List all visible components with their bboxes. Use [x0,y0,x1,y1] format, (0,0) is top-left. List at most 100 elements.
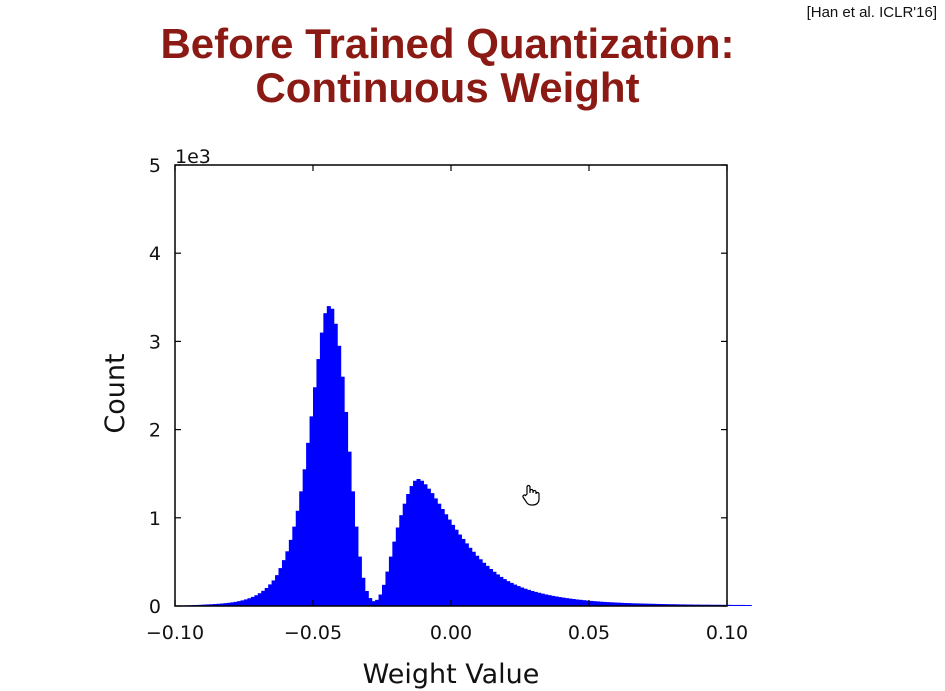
histogram-bar [278,568,283,606]
histogram-bar [440,508,445,606]
histogram-bar [668,604,673,606]
histogram-bars [175,306,752,606]
histogram-bar [478,559,483,606]
histogram-bar [471,551,476,606]
histogram-bar [589,600,594,606]
histogram-bar [364,591,369,606]
histogram-bar [444,514,449,606]
histogram-bar [288,539,293,606]
y-tick-label: 3 [149,331,161,353]
histogram-bar [330,308,335,606]
histogram-bar [451,524,456,606]
histogram-bar [395,527,400,606]
histogram-bar [599,601,604,606]
histogram-bar [595,601,600,606]
y-tick-label: 2 [149,420,161,442]
histogram-bar [516,586,521,606]
hand-pointer-icon [522,484,540,506]
histogram-bar [651,603,656,606]
title-line-1: Before Trained Quantization: [160,20,735,67]
histogram-bar [292,526,297,606]
histogram-bar [513,584,518,606]
histogram-bar [592,601,597,606]
x-axis-label: Weight Value [363,659,540,690]
histogram-bar [268,584,273,606]
histogram-bar [233,601,238,606]
y-multiplier-label: 1e3 [175,146,211,168]
histogram-bar [499,576,504,606]
histogram-bar [206,604,211,606]
histogram-bar [281,560,286,606]
histogram-bar [564,598,569,606]
histogram-bar [623,603,628,606]
histogram-bar [620,602,625,606]
histogram-bar [747,605,752,606]
histogram-bar [633,603,638,606]
histogram-bar [285,551,290,606]
histogram-bar [271,580,276,606]
histogram-bar [250,596,255,606]
histogram-bar [244,599,249,606]
histogram-bar [540,593,545,606]
histogram-bar [316,359,321,606]
histogram-bar [613,602,618,606]
histogram-bar [368,598,373,606]
axis-ticks: −0.10 −0.05 0.00 0.05 0.10 0 1 2 3 4 5 [146,155,748,644]
histogram-bar [551,595,556,606]
histogram-bar [647,603,652,606]
histogram-bar [557,597,562,606]
histogram-bar [382,584,387,606]
histogram-bar [495,574,500,606]
histogram-bar [733,604,738,606]
histogram-bar [347,451,352,606]
histogram-bar [423,484,428,606]
histogram-bar [744,605,749,606]
histogram-bar [661,604,666,606]
histogram-bar [602,601,607,606]
histogram-bar [275,575,280,606]
histogram-bar [737,604,742,606]
histogram-bar [350,491,355,606]
histogram-bar [468,547,473,606]
histogram-bar [492,571,497,606]
histogram-bar [247,598,252,606]
histogram-bar [264,588,269,606]
histogram-bar [461,538,466,606]
histogram-bar [523,588,528,606]
histogram-bar [223,603,228,606]
histogram-bar [533,591,538,606]
histogram-bar [306,442,311,606]
histogram-bar [640,603,645,606]
histogram-bar [485,565,490,606]
histogram-bar [482,562,487,606]
x-tick-label: −0.05 [284,622,342,644]
histogram-bar [230,602,235,606]
histogram-bar [209,604,214,606]
histogram-bar [337,345,342,606]
histogram-bar [585,600,590,606]
histogram-bar [464,543,469,606]
citation: [Han et al. ICLR'16] [806,4,937,21]
histogram-bar [530,590,535,606]
histogram-bar [295,510,300,606]
histogram-bar [219,603,224,606]
histogram-bar [340,376,345,606]
histogram-bar [388,556,393,606]
histogram-bar [419,480,424,606]
histogram-bar [261,590,266,606]
histogram-bar [361,577,366,606]
histogram-bar [626,603,631,606]
histogram-bar [399,515,404,606]
histogram-bar [406,493,411,606]
histogram-bar [226,602,231,606]
histogram-bar [402,503,407,606]
histogram-bar [488,568,493,606]
y-axis-label: Count [100,353,131,433]
histogram-bar [323,313,328,606]
histogram-bar [344,411,349,606]
histogram-bar [426,488,431,606]
histogram-bar [240,600,245,606]
histogram-bar [568,598,573,606]
x-tick-label: 0.05 [568,622,610,644]
